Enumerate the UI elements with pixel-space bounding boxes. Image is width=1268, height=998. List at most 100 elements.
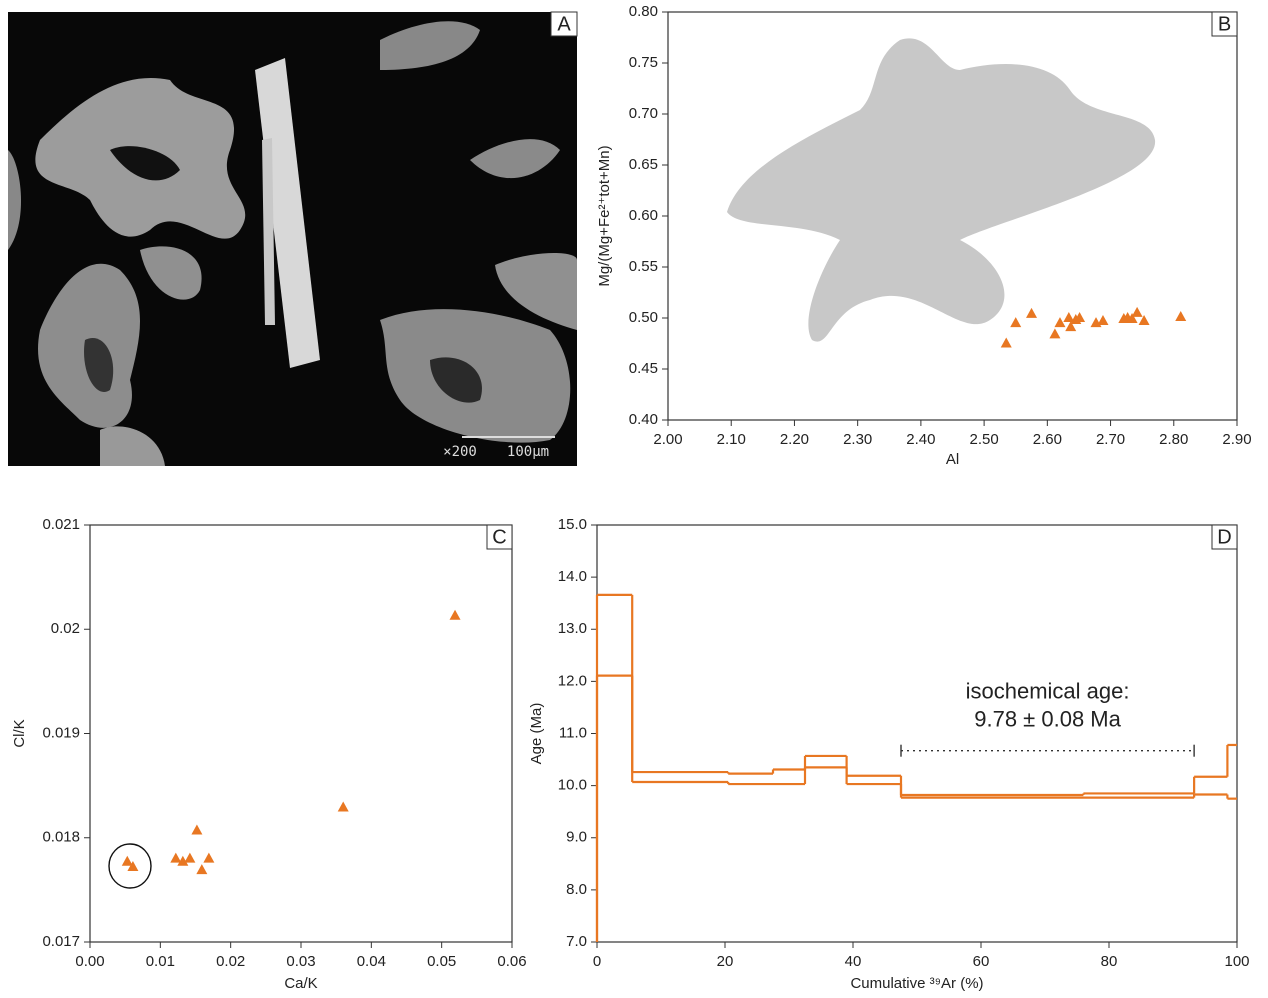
x-axis-title: Ca/K <box>284 975 317 992</box>
y-tick-label: 0.70 <box>629 105 658 122</box>
x-tick-label: 2.10 <box>717 431 746 448</box>
data-point <box>203 852 215 863</box>
x-tick-label: 0.03 <box>286 953 315 970</box>
panel-label: A <box>557 13 571 35</box>
x-tick-label: 2.70 <box>1096 431 1125 448</box>
y-tick-label: 7.0 <box>566 933 587 950</box>
x-tick-label: 0.01 <box>146 953 175 970</box>
annotation: isochemical age: <box>966 679 1130 704</box>
x-tick-label: 2.30 <box>843 431 872 448</box>
x-tick-label: 0 <box>593 953 601 970</box>
y-tick-label: 13.0 <box>558 620 587 637</box>
y-axis-title: Mg/(Mg+Fe²⁺tot+Mn) <box>596 145 613 286</box>
data-point <box>1026 307 1038 318</box>
x-tick-label: 80 <box>1101 953 1118 970</box>
panel-label-box <box>1211 11 1238 37</box>
y-tick-label: 10.0 <box>558 777 587 794</box>
y-tick-label: 9.0 <box>566 829 587 846</box>
panel-label: B <box>1218 13 1231 35</box>
grain <box>495 253 577 330</box>
data-point <box>191 824 203 835</box>
x-tick-label: 40 <box>845 953 862 970</box>
panel-label-box <box>550 11 578 37</box>
y-axis-title: Age (Ma) <box>528 703 545 765</box>
highlight-circle <box>108 843 152 889</box>
plot-frame <box>89 524 513 943</box>
data-point <box>1063 312 1075 322</box>
data-point <box>1074 312 1086 322</box>
annotation: 9.78 ± 0.08 Ma <box>974 707 1121 732</box>
x-tick-label: 2.80 <box>1159 431 1188 448</box>
data-point <box>1126 313 1138 324</box>
data-point <box>1131 306 1143 317</box>
y-tick-label: 0.021 <box>42 516 80 533</box>
magnification: ×200 <box>443 444 477 460</box>
reference-field <box>727 38 1156 342</box>
data-point <box>196 864 208 875</box>
data-point <box>1138 315 1150 326</box>
y-tick-label: 0.40 <box>629 411 658 428</box>
vesicle <box>110 146 180 181</box>
data-point <box>170 852 182 863</box>
data-point <box>1054 317 1066 328</box>
x-tick-label: 60 <box>973 953 990 970</box>
y-tick-label: 14.0 <box>558 568 587 585</box>
x-tick-label: 2.50 <box>970 431 999 448</box>
plot-frame <box>596 524 1238 943</box>
y-tick-label: 15.0 <box>558 516 587 533</box>
x-tick-label: 0.02 <box>216 953 245 970</box>
data-point <box>1000 337 1012 348</box>
x-tick-label: 0.04 <box>357 953 386 970</box>
data-point <box>177 855 189 866</box>
data-point <box>184 852 196 863</box>
x-axis-title: Cumulative ³⁹Ar (%) <box>850 975 983 992</box>
x-tick-label: 20 <box>717 953 734 970</box>
data-point <box>1097 315 1109 326</box>
x-tick-label: 2.40 <box>906 431 935 448</box>
data-point <box>1049 328 1061 339</box>
crystal <box>262 138 275 325</box>
x-tick-label: 2.60 <box>1033 431 1062 448</box>
data-point <box>127 860 139 871</box>
grain <box>8 150 22 250</box>
y-tick-label: 8.0 <box>566 881 587 898</box>
grain <box>380 21 480 70</box>
y-axis-title: Cl/K <box>11 719 28 747</box>
grain <box>100 426 165 466</box>
y-tick-label: 0.50 <box>629 309 658 326</box>
data-point <box>1010 317 1022 328</box>
y-tick-label: 0.019 <box>42 724 80 741</box>
y-tick-label: 0.65 <box>629 156 658 173</box>
panel-label: C <box>492 526 506 548</box>
x-tick-label: 2.20 <box>780 431 809 448</box>
y-tick-label: 0.017 <box>42 933 80 950</box>
y-tick-label: 12.0 <box>558 672 587 689</box>
data-point <box>1065 321 1077 332</box>
y-tick-label: 0.60 <box>629 207 658 224</box>
x-tick-label: 0.00 <box>75 953 104 970</box>
y-tick-label: 0.018 <box>42 829 80 846</box>
x-tick-label: 0.05 <box>427 953 456 970</box>
x-tick-label: 100 <box>1224 953 1249 970</box>
x-tick-label: 2.90 <box>1222 431 1251 448</box>
y-tick-label: 0.02 <box>51 620 80 637</box>
micrograph <box>8 11 578 466</box>
vesicle <box>430 357 482 403</box>
x-tick-label: 0.06 <box>497 953 526 970</box>
crystal <box>255 58 320 368</box>
vesicle <box>84 338 114 392</box>
x-tick-label: 2.00 <box>653 431 682 448</box>
y-tick-label: 0.55 <box>629 258 658 275</box>
data-point <box>121 855 133 866</box>
scale-bar-label: 100µm <box>507 444 549 460</box>
y-tick-label: 0.75 <box>629 54 658 71</box>
data-point <box>337 801 349 812</box>
y-tick-label: 0.80 <box>629 3 658 20</box>
panel-label: D <box>1217 526 1231 548</box>
panel-label-box <box>486 524 513 550</box>
data-point <box>449 609 461 620</box>
y-tick-label: 11.0 <box>559 724 587 741</box>
panel-label-box <box>1211 524 1238 550</box>
y-tick-label: 0.45 <box>629 360 658 377</box>
